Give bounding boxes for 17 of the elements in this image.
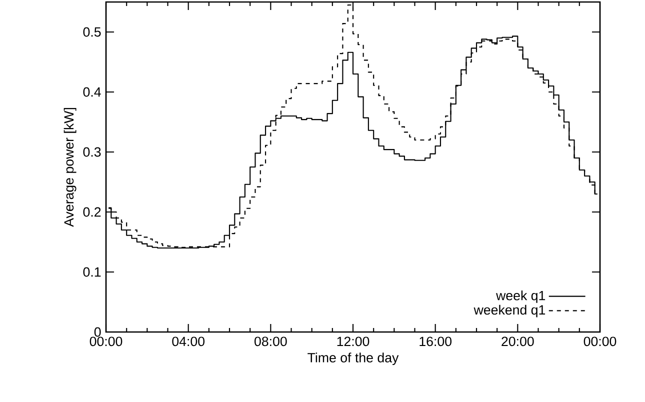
legend-label: weekend q1 — [474, 304, 546, 318]
x-tick-label: 16:00 — [420, 336, 452, 346]
x-tick-label: 00:00 — [584, 336, 616, 346]
y-tick-label: 0.1 — [83, 267, 101, 277]
x-tick-label: 00:00 — [90, 336, 122, 346]
y-tick-label: 0.2 — [83, 207, 101, 217]
x-tick-label: 20:00 — [502, 336, 534, 346]
x-tick-label: 04:00 — [172, 336, 205, 346]
legend-label: week q1 — [496, 290, 546, 303]
y-tick-label: 0.5 — [83, 27, 101, 37]
y-tick-label: 0 — [94, 327, 101, 337]
y-tick-label: 0.3 — [83, 147, 101, 157]
x-axis-title: Time of the day — [308, 352, 399, 366]
y-tick-label: 0.4 — [83, 87, 101, 97]
y-axis-title: Average power [kW] — [64, 108, 76, 227]
x-tick-label: 08:00 — [254, 336, 287, 346]
x-tick-label: 12:00 — [337, 336, 370, 346]
